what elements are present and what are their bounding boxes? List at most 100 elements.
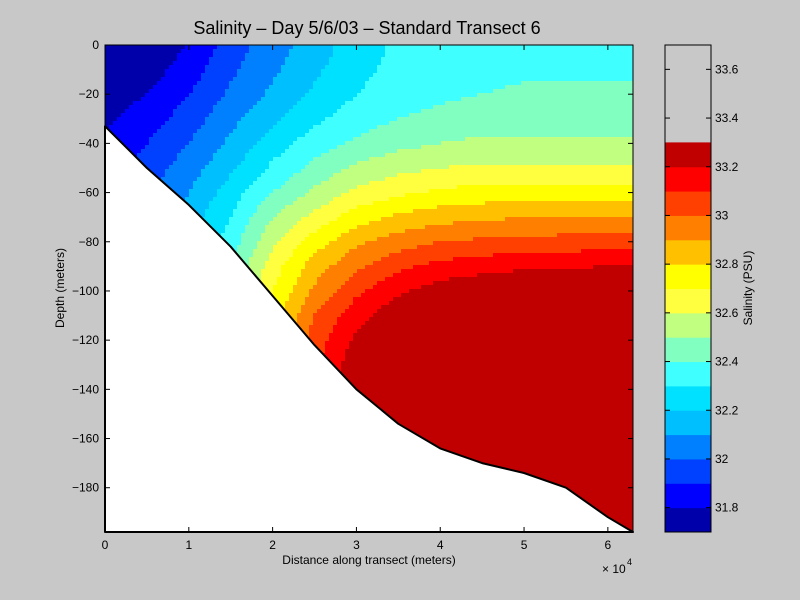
contour-cell bbox=[557, 53, 562, 58]
contour-cell bbox=[305, 133, 310, 138]
contour-cell bbox=[437, 45, 442, 50]
contour-cell bbox=[321, 185, 326, 190]
contour-cell bbox=[365, 173, 370, 178]
contour-cell bbox=[237, 81, 242, 86]
contour-cell bbox=[277, 57, 282, 62]
contour-cell bbox=[625, 69, 630, 74]
contour-cell bbox=[373, 73, 378, 78]
contour-cell bbox=[521, 109, 526, 114]
contour-cell bbox=[221, 157, 226, 162]
contour-cell bbox=[433, 173, 438, 178]
contour-cell bbox=[297, 45, 302, 50]
contour-cell bbox=[281, 125, 286, 130]
contour-cell bbox=[465, 57, 470, 62]
contour-cell bbox=[593, 53, 598, 58]
contour-cell bbox=[165, 153, 170, 158]
contour-cell bbox=[169, 141, 174, 146]
contour-cell bbox=[573, 81, 578, 86]
contour-cell bbox=[221, 193, 226, 198]
contour-cell bbox=[289, 189, 294, 194]
contour-cell bbox=[561, 101, 566, 106]
contour-cell bbox=[169, 161, 174, 166]
contour-cell bbox=[213, 49, 218, 54]
contour-cell bbox=[305, 97, 310, 102]
contour-cell bbox=[617, 69, 622, 74]
contour-cell bbox=[453, 133, 458, 138]
contour-cell bbox=[513, 173, 518, 178]
contour-cell bbox=[293, 117, 298, 122]
contour-cell bbox=[401, 133, 406, 138]
contour-cell bbox=[389, 69, 394, 74]
contour-cell bbox=[329, 117, 334, 122]
contour-cell bbox=[405, 157, 410, 162]
contour-cell bbox=[209, 149, 214, 154]
contour-cell bbox=[597, 69, 602, 74]
contour-cell bbox=[505, 165, 510, 170]
contour-cell bbox=[261, 89, 266, 94]
contour-cell bbox=[229, 89, 234, 94]
contour-cell bbox=[473, 125, 478, 130]
contour-cell bbox=[265, 109, 270, 114]
contour-cell bbox=[185, 125, 190, 130]
contour-cell bbox=[213, 101, 218, 106]
contour-cell bbox=[533, 57, 538, 62]
contour-cell bbox=[269, 125, 274, 130]
contour-cell bbox=[473, 173, 478, 178]
contour-cell bbox=[181, 185, 186, 190]
contour-cell bbox=[477, 145, 482, 150]
contour-cell bbox=[517, 57, 522, 62]
contour-cell bbox=[365, 53, 370, 58]
contour-cell bbox=[585, 61, 590, 66]
contour-cell bbox=[241, 189, 246, 194]
contour-cell bbox=[289, 69, 294, 74]
contour-cell bbox=[141, 73, 146, 78]
contour-cell bbox=[377, 145, 382, 150]
contour-cell bbox=[577, 129, 582, 134]
contour-cell bbox=[565, 181, 570, 186]
contour-cell bbox=[405, 129, 410, 134]
contour-cell bbox=[401, 97, 406, 102]
contour-cell bbox=[213, 53, 218, 58]
contour-cell bbox=[377, 193, 382, 198]
contour-cell bbox=[373, 149, 378, 154]
contour-cell bbox=[129, 117, 134, 122]
contour-cell bbox=[213, 117, 218, 122]
contour-cell bbox=[497, 57, 502, 62]
contour-cell bbox=[477, 69, 482, 74]
contour-cell bbox=[413, 65, 418, 70]
contour-cell bbox=[413, 137, 418, 142]
contour-cell bbox=[173, 141, 178, 146]
contour-cell bbox=[253, 85, 258, 90]
contour-cell bbox=[441, 73, 446, 78]
contour-cell bbox=[345, 153, 350, 158]
contour-cell bbox=[121, 73, 126, 78]
contour-cell bbox=[269, 93, 274, 98]
contour-cell bbox=[273, 61, 278, 66]
contour-cell bbox=[609, 177, 614, 182]
contour-cell bbox=[553, 133, 558, 138]
contour-cell bbox=[277, 85, 282, 90]
contour-cell bbox=[337, 181, 342, 186]
contour-cell bbox=[529, 53, 534, 58]
contour-cell bbox=[141, 129, 146, 134]
contour-cell bbox=[309, 129, 314, 134]
contour-cell bbox=[281, 77, 286, 82]
contour-cell bbox=[325, 125, 330, 130]
contour-cell bbox=[333, 69, 338, 74]
contour-cell bbox=[253, 145, 258, 150]
contour-cell bbox=[229, 177, 234, 182]
contour-cell bbox=[385, 93, 390, 98]
contour-cell bbox=[557, 89, 562, 94]
contour-cell bbox=[157, 81, 162, 86]
contour-cell bbox=[629, 157, 633, 162]
contour-cell bbox=[441, 121, 446, 126]
contour-cell bbox=[377, 165, 382, 170]
contour-cell bbox=[165, 173, 170, 178]
contour-cell bbox=[493, 173, 498, 178]
contour-cell bbox=[441, 125, 446, 130]
contour-cell bbox=[213, 145, 218, 150]
contour-cell bbox=[181, 117, 186, 122]
contour-cell bbox=[297, 113, 302, 118]
contour-cell bbox=[521, 133, 526, 138]
contour-cell bbox=[585, 157, 590, 162]
